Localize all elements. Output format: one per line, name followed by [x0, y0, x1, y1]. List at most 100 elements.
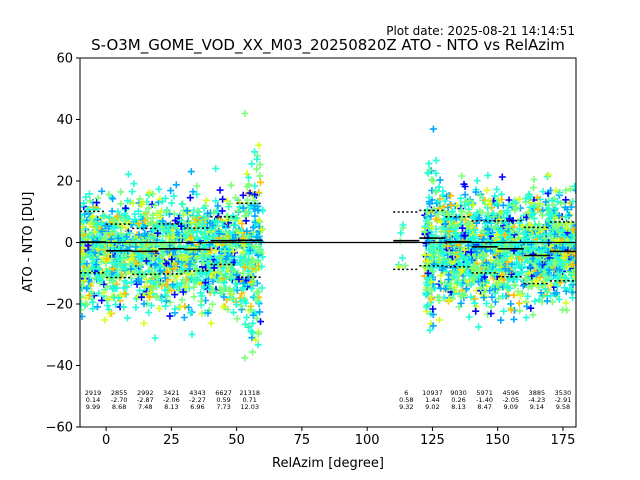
scatter-point — [166, 271, 174, 279]
scatter-point — [485, 200, 493, 208]
scatter-point — [83, 260, 91, 268]
scatter-point — [421, 222, 429, 230]
scatter-point — [243, 227, 251, 235]
scatter-point — [449, 295, 456, 303]
scatter-point — [201, 279, 209, 287]
scatter-point — [563, 206, 571, 213]
scatter-point — [177, 234, 185, 242]
scatter-point — [475, 323, 483, 331]
scatter-point — [206, 285, 214, 293]
scatter-point — [160, 251, 168, 259]
bin-mean-label: 0.59 — [216, 396, 230, 404]
scatter-point — [184, 208, 192, 216]
bin-count-label: 4343 — [189, 389, 206, 397]
scatter-point — [241, 354, 249, 362]
scatter-point — [191, 270, 198, 278]
scatter-point — [458, 172, 466, 180]
x-tick-label: 0 — [102, 433, 110, 448]
scatter-point — [510, 291, 518, 299]
scatter-point — [429, 125, 437, 133]
x-axis-label: RelAzim [degree] — [272, 456, 384, 471]
scatter-point — [480, 294, 488, 302]
scatter-point — [472, 188, 480, 196]
scatter-point — [540, 257, 548, 265]
scatter-point — [170, 192, 178, 200]
scatter-point — [182, 253, 190, 261]
scatter-point — [444, 242, 452, 250]
scatter-point — [86, 197, 94, 205]
scatter-point — [481, 263, 489, 271]
scatter-point — [480, 268, 488, 276]
scatter-point — [544, 171, 552, 179]
scatter-point — [232, 194, 240, 202]
scatter-point — [107, 229, 115, 237]
scatter-point — [457, 194, 464, 202]
scatter-point — [552, 222, 560, 230]
scatter-point — [124, 197, 132, 205]
scatter-point — [556, 188, 564, 196]
scatter-point — [545, 204, 553, 212]
scatter-point — [510, 315, 518, 323]
scatter-point — [486, 287, 494, 295]
scatter-point — [109, 285, 117, 293]
scatter-point — [249, 272, 257, 280]
scatter-point — [151, 260, 159, 268]
scatter-point — [552, 205, 560, 213]
scatter-point — [445, 248, 453, 256]
scatter-point — [515, 270, 523, 278]
scatter-point — [193, 227, 201, 235]
scatter-point — [151, 202, 159, 209]
bin-mean-label: -1.40 — [476, 396, 493, 404]
scatter-point — [171, 223, 179, 231]
x-tick-label: 25 — [163, 433, 180, 448]
scatter-point — [250, 205, 258, 212]
bin-mean-label: 1.44 — [425, 396, 439, 404]
scatter-point — [145, 309, 153, 317]
scatter-point — [248, 285, 256, 293]
scatter-point — [509, 201, 517, 209]
scatter-point — [201, 225, 209, 233]
scatter-point — [179, 288, 187, 296]
scatter-point — [171, 291, 179, 299]
scatter-point — [110, 224, 118, 232]
scatter-point — [434, 198, 442, 206]
scatter-point — [193, 190, 201, 198]
scatter-point — [183, 207, 191, 215]
scatter-point — [111, 259, 119, 267]
scatter-point — [484, 231, 492, 238]
scatter-point — [80, 300, 85, 308]
scatter-point — [80, 211, 85, 219]
scatter-point — [464, 242, 472, 250]
scatter-point — [521, 229, 529, 237]
scatter-point — [540, 234, 548, 242]
scatter-point — [429, 177, 437, 185]
scatter-point — [101, 316, 109, 324]
bin-sd-label: 9.99 — [86, 403, 100, 411]
scatter-point — [241, 110, 249, 117]
scatter-point — [226, 200, 234, 207]
scatter-point — [516, 195, 524, 203]
scatter-point — [548, 298, 556, 306]
scatter-point — [128, 188, 136, 196]
scatter-point — [207, 319, 215, 327]
scatter-point — [204, 309, 212, 317]
scatter-point — [515, 299, 523, 307]
scatter-point — [467, 281, 475, 289]
bin-sd-label: 9.14 — [530, 403, 544, 411]
scatter-point — [229, 212, 237, 220]
bin-sd-label: 6.96 — [190, 403, 204, 411]
scatter-point — [127, 265, 135, 273]
scatter-point — [159, 242, 167, 250]
y-axis-label: ATO - NTO [DU] — [21, 192, 36, 293]
scatter-point — [225, 203, 233, 211]
scatter-point — [249, 311, 257, 319]
bin-count-label: 10937 — [422, 389, 443, 397]
scatter-point — [138, 200, 146, 208]
scatter-point — [442, 285, 450, 293]
scatter-point — [563, 263, 571, 270]
scatter-point — [110, 217, 118, 225]
scatter-point — [495, 295, 502, 302]
y-tick-label: −60 — [46, 421, 73, 436]
scatter-point — [534, 269, 541, 277]
scatter-points — [80, 110, 576, 362]
